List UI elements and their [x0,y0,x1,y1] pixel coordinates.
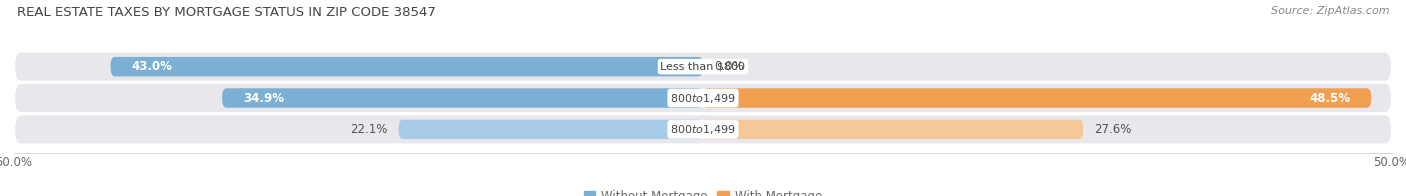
FancyBboxPatch shape [14,52,1392,82]
FancyBboxPatch shape [14,83,1392,113]
Text: 22.1%: 22.1% [350,123,388,136]
FancyBboxPatch shape [398,120,703,139]
Text: 27.6%: 27.6% [1094,123,1132,136]
Text: 34.9%: 34.9% [243,92,284,104]
FancyBboxPatch shape [111,57,703,76]
Text: 48.5%: 48.5% [1309,92,1351,104]
Text: 43.0%: 43.0% [131,60,172,73]
Text: $800 to $1,499: $800 to $1,499 [671,123,735,136]
Legend: Without Mortgage, With Mortgage: Without Mortgage, With Mortgage [579,185,827,196]
FancyBboxPatch shape [703,88,1371,108]
FancyBboxPatch shape [703,120,1083,139]
Text: Less than $800: Less than $800 [661,62,745,72]
Text: REAL ESTATE TAXES BY MORTGAGE STATUS IN ZIP CODE 38547: REAL ESTATE TAXES BY MORTGAGE STATUS IN … [17,6,436,19]
Text: 0.0%: 0.0% [714,60,744,73]
Text: Source: ZipAtlas.com: Source: ZipAtlas.com [1271,6,1389,16]
FancyBboxPatch shape [222,88,703,108]
FancyBboxPatch shape [14,114,1392,144]
Text: $800 to $1,499: $800 to $1,499 [671,92,735,104]
